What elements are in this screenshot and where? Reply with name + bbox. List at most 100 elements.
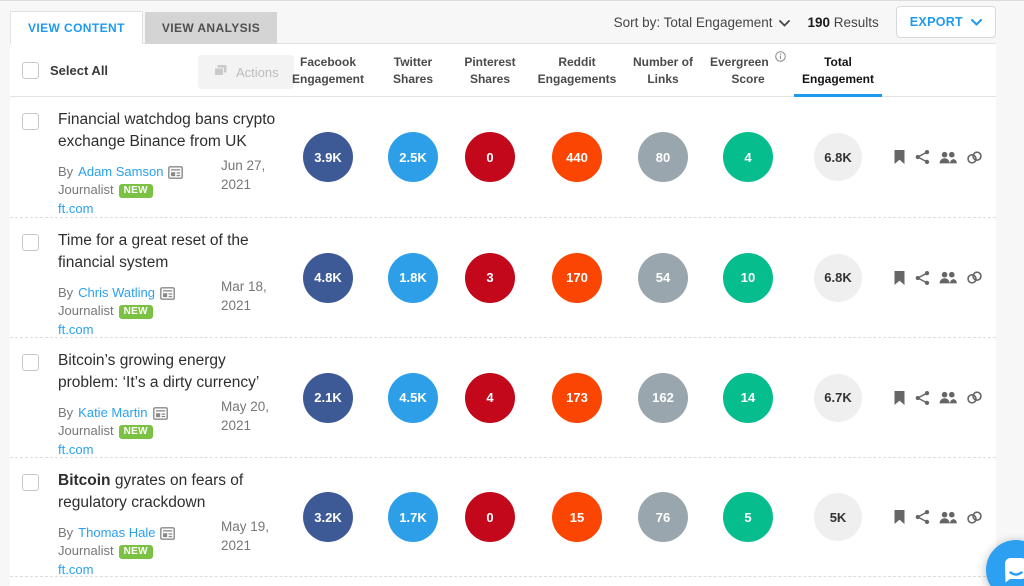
author-role: Journalist	[58, 423, 114, 439]
row-checkbox[interactable]	[22, 354, 39, 371]
bookmark-icon[interactable]	[893, 270, 906, 286]
facebook-engagement-value: 4.8K	[303, 252, 353, 303]
evergreen-score-value: 5	[723, 492, 773, 542]
bookmark-icon[interactable]	[893, 390, 906, 406]
column-header-total-engagement[interactable]: Total Engagement	[801, 55, 875, 86]
pinterest-shares-value: 4	[465, 372, 515, 423]
number-of-links-value: 54	[638, 252, 688, 303]
publish-date: May 20, 2021	[221, 399, 270, 433]
users-icon[interactable]	[939, 270, 957, 285]
select-all-checkbox[interactable]	[22, 62, 39, 79]
new-badge: NEW	[118, 424, 153, 439]
article-title: Bitcoin gyrates on fears of regulatory c…	[58, 472, 244, 512]
number-of-links-value: 162	[638, 372, 688, 423]
facebook-engagement-value: 3.2K	[303, 492, 353, 542]
reddit-engagements-value: 440	[552, 132, 602, 182]
top-toolbar: VIEW CONTENT VIEW ANALYSIS Sort by: Tota…	[0, 1, 1024, 44]
row-checkbox[interactable]	[22, 234, 39, 251]
actions-button[interactable]: Actions	[198, 55, 294, 89]
reddit-engagements-value: 15	[552, 492, 602, 542]
column-header-twitter: Twitter Shares	[392, 55, 434, 86]
share-icon[interactable]	[915, 149, 930, 165]
author-role: Journalist	[58, 543, 114, 559]
publish-date: Mar 18, 2021	[221, 279, 267, 313]
tab-view-analysis[interactable]: VIEW ANALYSIS	[144, 12, 278, 44]
column-header-links: Number of Links	[633, 55, 693, 86]
byline-prefix: By	[58, 524, 74, 540]
author-link[interactable]: Katie Martin	[78, 404, 148, 420]
article-title: Bitcoin’s growing energy problem: ‘It’s …	[58, 352, 260, 392]
author-link[interactable]: Chris Watling	[78, 284, 155, 300]
total-engagement-value: 6.7K	[814, 373, 862, 422]
link-icon[interactable]	[966, 150, 983, 165]
users-icon[interactable]	[939, 150, 957, 165]
share-icon[interactable]	[915, 509, 930, 525]
author-link[interactable]: Thomas Hale	[78, 524, 156, 540]
reddit-engagements-value: 170	[552, 252, 602, 303]
newspaper-icon	[160, 526, 176, 540]
link-icon[interactable]	[966, 270, 983, 285]
evergreen-score-value: 14	[723, 372, 773, 423]
select-all-label: Select All	[50, 63, 109, 78]
row-checkbox[interactable]	[22, 474, 39, 491]
twitter-shares-value: 1.7K	[388, 492, 438, 542]
chevron-down-icon	[971, 15, 982, 29]
twitter-shares-value: 1.8K	[388, 252, 438, 303]
users-icon[interactable]	[939, 510, 957, 525]
bookmark-icon[interactable]	[893, 149, 906, 165]
evergreen-score-value: 4	[723, 132, 773, 182]
author-role: Journalist	[58, 182, 114, 198]
new-badge: NEW	[118, 304, 153, 319]
column-header-evergreen: Evergreen Score	[710, 51, 786, 88]
article-title: Time for a great reset of the financial …	[58, 232, 249, 272]
sorted-column-underline	[794, 94, 882, 97]
export-button[interactable]: EXPORT	[895, 6, 996, 38]
view-tabs: VIEW CONTENT VIEW ANALYSIS	[10, 11, 278, 44]
link-icon[interactable]	[966, 510, 983, 525]
twitter-shares-value: 4.5K	[388, 372, 438, 423]
table-row: Bitcoin’s growing energy problem: ‘It’s …	[10, 337, 996, 457]
number-of-links-value: 76	[638, 492, 688, 542]
sort-by-dropdown[interactable]: Sort by: Total Engagement	[614, 15, 791, 30]
article-title: Financial watchdog bans crypto exchange …	[58, 111, 276, 151]
column-header-facebook: Facebook Engagement	[291, 55, 365, 86]
bookmark-icon[interactable]	[893, 509, 906, 525]
newspaper-icon	[168, 165, 184, 179]
table-row: Bitcoin gyrates on fears of regulatory c…	[10, 457, 996, 577]
domain-link[interactable]: ft.com	[58, 321, 94, 337]
publish-date: Jun 27, 2021	[221, 158, 266, 192]
domain-link[interactable]: ft.com	[58, 441, 94, 457]
pinterest-shares-value: 0	[465, 132, 515, 182]
table-header: Select All Actions Facebook Engagement Tw…	[10, 44, 996, 97]
share-icon[interactable]	[915, 390, 930, 406]
newspaper-icon	[160, 286, 175, 300]
info-icon[interactable]	[772, 51, 786, 65]
domain-link[interactable]: ft.com	[58, 200, 94, 216]
tab-view-content[interactable]: VIEW CONTENT	[10, 11, 143, 44]
evergreen-score-value: 10	[723, 252, 773, 303]
new-badge: NEW	[118, 544, 153, 559]
publish-date: May 19, 2021	[221, 519, 270, 553]
chat-bubble-icon	[1001, 555, 1024, 585]
author-link[interactable]: Adam Samson	[78, 163, 164, 179]
facebook-engagement-value: 2.1K	[303, 372, 353, 423]
users-icon[interactable]	[939, 390, 957, 405]
row-checkbox[interactable]	[22, 113, 39, 130]
share-icon[interactable]	[915, 270, 930, 286]
newspaper-icon	[152, 406, 168, 420]
column-header-reddit: Reddit Engagements	[537, 55, 617, 86]
twitter-shares-value: 2.5K	[388, 132, 438, 182]
column-header-pinterest: Pinterest Shares	[464, 55, 516, 86]
pinterest-shares-value: 0	[465, 492, 515, 542]
byline-prefix: By	[58, 163, 74, 179]
content-results-panel: Select All Actions Facebook Engagement Tw…	[10, 43, 996, 586]
table-row: Time for a great reset of the financial …	[10, 217, 996, 337]
sort-by-label: Sort by: Total Engagement	[613, 14, 773, 30]
byline-prefix: By	[58, 404, 74, 420]
link-icon[interactable]	[966, 390, 983, 405]
table-row: Financial watchdog bans crypto exchange …	[10, 97, 996, 217]
domain-link[interactable]: ft.com	[58, 561, 94, 577]
number-of-links-value: 80	[638, 132, 688, 182]
results-list: Financial watchdog bans crypto exchange …	[10, 97, 996, 577]
total-engagement-value: 6.8K	[814, 133, 862, 181]
